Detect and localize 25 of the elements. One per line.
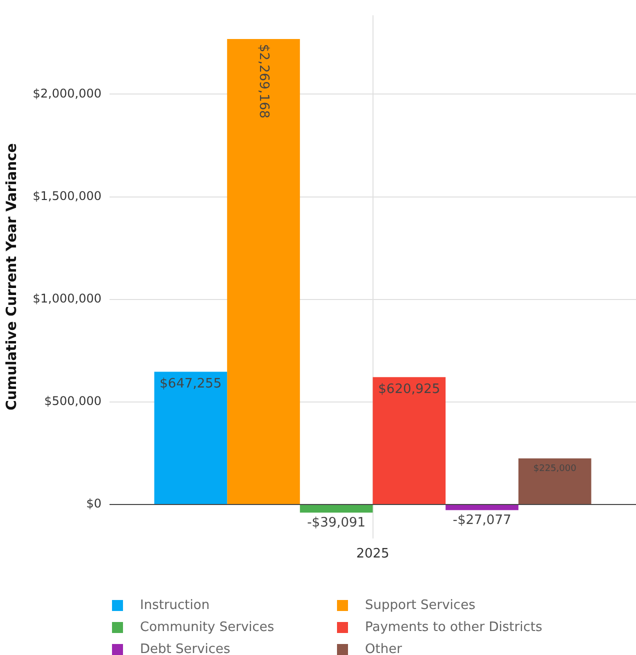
data-label: $2,269,168	[256, 44, 272, 118]
legend-label: Support Services	[365, 598, 476, 612]
bar	[518, 458, 592, 504]
data-label: $225,000	[533, 464, 577, 474]
y-tick-label: $1,500,000	[32, 188, 102, 203]
legend-label: Payments to other Districts	[365, 620, 542, 634]
bar	[446, 505, 518, 510]
y-tick-label: $1,000,000	[32, 291, 102, 306]
y-tick-label: $2,000,000	[32, 86, 102, 100]
bar	[227, 38, 300, 504]
y-tick-label: $0	[86, 496, 102, 511]
bar	[154, 372, 228, 504]
data-label: -$39,091	[307, 515, 366, 530]
bar	[372, 377, 446, 504]
bar	[300, 505, 373, 513]
y-axis-title: Cumulative Current Year Variance	[4, 143, 20, 410]
x-tick-label: 2025	[356, 546, 390, 562]
y-tick-label: $500,000	[44, 394, 102, 408]
legend-label: Other	[365, 642, 402, 655]
legend-label: Instruction	[140, 598, 210, 612]
legend-label: Debt Services	[140, 642, 230, 655]
legend-label: Community Services	[140, 620, 274, 634]
data-label: $647,255	[160, 376, 222, 392]
data-label: -$27,077	[452, 512, 512, 528]
data-label: $620,925	[378, 382, 440, 398]
